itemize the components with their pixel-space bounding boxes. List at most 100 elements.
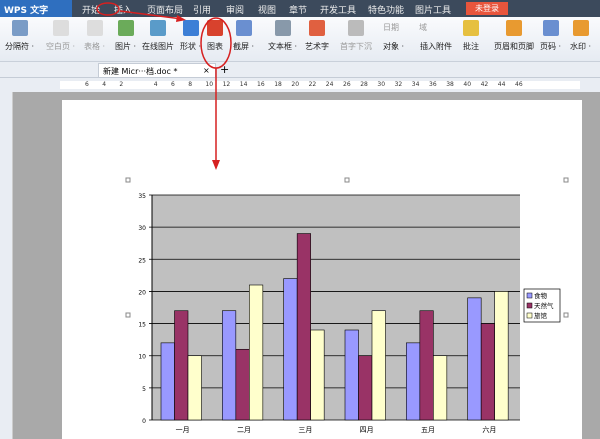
ribbon-small-1[interactable]: 域 — [419, 23, 427, 32]
bar-食物-一月[interactable] — [160, 342, 175, 421]
y-tick-label: 20 — [138, 289, 146, 296]
close-tab-icon[interactable]: × — [203, 66, 210, 75]
bar-食物-二月[interactable] — [222, 310, 237, 421]
resize-handle[interactable] — [125, 312, 131, 318]
ribbon-label: 分隔符 · — [5, 42, 35, 51]
legend-swatch — [526, 312, 533, 319]
ribbon-button-13[interactable]: 批注 — [463, 20, 479, 52]
bar-天然气-一月[interactable] — [174, 310, 189, 421]
ribbon-button-3[interactable]: 图片 · — [115, 20, 136, 52]
ruler-tick: 30 — [377, 81, 386, 88]
resize-handle[interactable] — [563, 312, 569, 318]
ribbon-icon-9 — [309, 20, 325, 36]
legend-label: 食物 — [534, 291, 548, 300]
menu-9[interactable]: 图片工具 — [415, 6, 452, 16]
menu-5[interactable]: 视图 — [258, 6, 277, 16]
ruler-tick: 40 — [463, 81, 472, 88]
ribbon-button-14[interactable]: 页眉和页脚 — [494, 20, 534, 52]
y-tick-label: 30 — [138, 225, 146, 232]
bar-天然气-二月[interactable] — [235, 348, 250, 421]
ribbon-toolbar: 分隔符 · 空白页 · 表格 · 图片 · 在线图片 形状 · 图表 截屏 · 文本框 · 艺术字… — [0, 17, 600, 62]
ribbon-button-11[interactable]: 对象 · — [383, 41, 404, 52]
menu-7[interactable]: 开发工具 — [320, 6, 357, 16]
resize-handle[interactable] — [344, 177, 350, 183]
ribbon-button-1[interactable]: 空白页 · — [46, 20, 75, 52]
login-button[interactable]: 未登录 — [466, 2, 508, 15]
x-tick-label: 四月 — [360, 426, 374, 434]
ribbon-small-0[interactable]: 日期 — [383, 23, 399, 32]
ribbon-label: 图表 — [207, 42, 223, 51]
ribbon-button-8[interactable]: 文本框 · — [268, 20, 297, 52]
legend-label: 天然气 — [534, 301, 554, 310]
menu-3[interactable]: 引用 — [193, 6, 212, 16]
bar-旅馆-三月[interactable] — [310, 329, 325, 421]
ribbon-button-5[interactable]: 形状 · — [180, 20, 201, 52]
bar-天然气-四月[interactable] — [358, 355, 373, 421]
ruler-tick: 28 — [360, 81, 368, 88]
y-tick-label: 10 — [138, 354, 146, 361]
ruler-tick: 16 — [257, 81, 265, 88]
ribbon-button-0[interactable]: 分隔符 · — [5, 20, 34, 52]
ribbon-button-10[interactable]: 首字下沉 — [340, 20, 372, 52]
ruler-tick: 6 — [85, 81, 89, 88]
arrow-head — [212, 160, 220, 170]
document-tab[interactable]: 新建 Micr···档.doc * × — [98, 63, 216, 78]
bar-食物-五月[interactable] — [406, 342, 421, 421]
ribbon-label: 批注 — [463, 42, 479, 51]
bar-食物-六月[interactable] — [467, 297, 482, 421]
new-tab-button[interactable]: + — [220, 63, 230, 76]
ribbon-label: 空白页 · — [46, 42, 76, 51]
ribbon-button-16[interactable]: 水印 · — [570, 20, 591, 52]
ribbon-label: 插入附件 — [420, 42, 452, 51]
app-menu-button[interactable]: WPS 文字 — [0, 0, 72, 17]
bar-旅馆-一月[interactable] — [187, 355, 202, 421]
ribbon-label: 首字下沉 — [340, 42, 372, 51]
ribbon-icon-3 — [117, 20, 134, 36]
resize-handle[interactable] — [125, 177, 131, 183]
ribbon-button-2[interactable]: 表格 · — [84, 20, 105, 52]
ribbon-button-12[interactable]: 插入附件 — [420, 41, 452, 52]
bar-天然气-六月[interactable] — [480, 323, 495, 421]
legend-swatch — [526, 292, 533, 299]
ruler-tick: 10 — [205, 81, 214, 88]
bar-天然气-三月[interactable] — [296, 233, 311, 421]
menu-8[interactable]: 特色功能 — [368, 6, 405, 16]
y-tick-label: 5 — [142, 386, 146, 393]
ribbon-label: 形状 · — [180, 42, 202, 51]
ribbon-button-15[interactable]: 页码 · — [540, 20, 561, 52]
ruler-tick: 18 — [274, 81, 282, 88]
annotation-circle-insert — [96, 2, 120, 16]
ruler-tick: 26 — [343, 81, 351, 88]
vertical-ruler[interactable] — [0, 92, 13, 439]
ribbon-button-6[interactable]: 图表 — [207, 20, 223, 52]
menu-6[interactable]: 章节 — [289, 6, 308, 16]
bar-旅馆-五月[interactable] — [433, 355, 448, 421]
ruler-tick: 2 — [119, 81, 124, 88]
bar-食物-三月[interactable] — [283, 278, 298, 421]
ribbon-icon-10 — [348, 20, 364, 36]
y-tick-label: 25 — [138, 257, 146, 264]
ribbon-icon-4 — [150, 20, 166, 36]
menu-0[interactable]: 开始 — [82, 6, 101, 16]
ribbon-button-4[interactable]: 在线图片 — [142, 20, 174, 52]
ruler-tick: 34 — [411, 81, 420, 88]
horizontal-ruler[interactable]: 6 4 2 4 6 8 10 12 14 16 18 20 22 24 26 28 30 32 34 36 38 40 42… — [0, 78, 600, 92]
bar-旅馆-二月[interactable] — [249, 284, 264, 421]
ruler-tick: 42 — [480, 81, 489, 88]
ruler-tick: 6 — [171, 81, 175, 88]
menu-4[interactable]: 审阅 — [226, 6, 245, 16]
ribbon-button-7[interactable]: 截屏 · — [233, 20, 254, 52]
x-tick-label: 一月 — [176, 426, 190, 434]
resize-handle[interactable] — [563, 177, 569, 183]
bar-旅馆-六月[interactable] — [494, 291, 509, 421]
bar-天然气-五月[interactable] — [419, 310, 434, 421]
bar-旅馆-四月[interactable] — [371, 310, 386, 421]
ribbon-icon-14 — [506, 20, 522, 36]
menu-2[interactable]: 页面布局 — [147, 6, 184, 16]
ribbon-icon-15 — [542, 20, 559, 36]
ribbon-icon-7 — [235, 20, 252, 36]
ribbon-icon-6 — [207, 20, 223, 36]
bar-食物-四月[interactable] — [344, 329, 359, 421]
ribbon-button-9[interactable]: 艺术字 — [305, 20, 329, 52]
